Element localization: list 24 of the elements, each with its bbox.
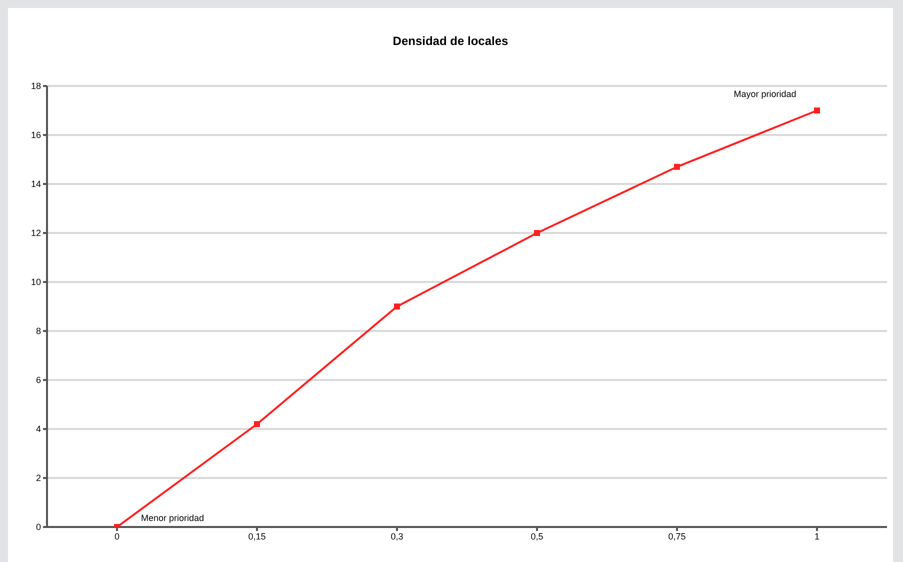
y-tick-label: 6 <box>36 375 41 386</box>
x-tick-label: 1 <box>814 531 820 542</box>
y-tick-label: 2 <box>36 473 41 484</box>
x-tick-label: 0,15 <box>248 531 266 542</box>
y-tick-label: 0 <box>36 522 41 532</box>
point <box>674 164 680 170</box>
y-tick-label: 16 <box>30 130 41 140</box>
annotation: Menor prioridad <box>141 513 204 523</box>
point <box>534 230 540 236</box>
x-tick-label: 0 <box>114 531 120 542</box>
y-tick-label: 10 <box>30 277 41 288</box>
y-tick-label: 14 <box>30 179 41 190</box>
point <box>254 421 260 428</box>
y-tick-label: 8 <box>36 326 41 336</box>
chart-title: Densidad de locales <box>392 34 510 48</box>
x-tick-label: 0,3 <box>390 531 404 542</box>
y-tick-label: 4 <box>36 424 41 434</box>
point <box>814 108 820 114</box>
y-tick-label: 18 <box>30 81 41 92</box>
point <box>394 304 400 310</box>
x-tick-label: 0,75 <box>668 531 686 542</box>
annotation: Mayor prioridad <box>734 88 796 98</box>
y-tick-label: 12 <box>30 228 41 238</box>
x-tick-label: 0,5 <box>530 531 544 542</box>
